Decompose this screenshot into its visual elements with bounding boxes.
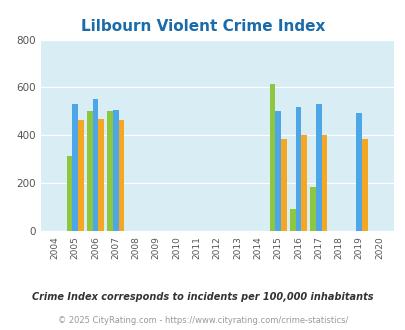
Bar — [118, 120, 124, 231]
Bar — [78, 120, 83, 231]
Bar — [280, 139, 286, 231]
Text: Lilbourn Violent Crime Index: Lilbourn Violent Crime Index — [81, 19, 324, 34]
Bar — [295, 107, 301, 231]
Bar — [87, 112, 92, 231]
Bar — [113, 110, 118, 231]
Bar — [98, 118, 104, 231]
Text: © 2025 CityRating.com - https://www.cityrating.com/crime-statistics/: © 2025 CityRating.com - https://www.city… — [58, 315, 347, 325]
Bar — [107, 112, 113, 231]
Text: Crime Index corresponds to incidents per 100,000 inhabitants: Crime Index corresponds to incidents per… — [32, 292, 373, 302]
Bar — [321, 135, 326, 231]
Bar — [315, 104, 321, 231]
Bar — [356, 113, 361, 231]
Bar — [66, 156, 72, 231]
Bar — [275, 112, 280, 231]
Bar — [309, 187, 315, 231]
Bar — [289, 210, 295, 231]
Bar — [361, 139, 367, 231]
Bar — [92, 99, 98, 231]
Bar — [72, 104, 78, 231]
Bar — [269, 84, 275, 231]
Bar — [301, 135, 306, 231]
